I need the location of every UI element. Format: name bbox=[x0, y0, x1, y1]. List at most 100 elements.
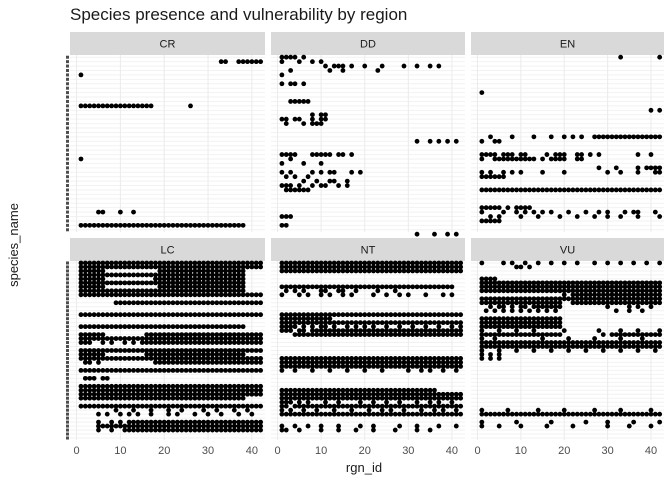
data-point bbox=[192, 360, 198, 365]
data-point bbox=[144, 324, 150, 330]
data-point bbox=[349, 403, 355, 409]
data-point bbox=[153, 360, 158, 365]
y-tick-mark bbox=[66, 104, 69, 108]
data-point bbox=[397, 324, 403, 330]
data-point bbox=[318, 116, 324, 122]
data-point bbox=[344, 264, 350, 270]
data-point bbox=[357, 332, 363, 337]
data-point bbox=[540, 296, 545, 302]
data-point bbox=[249, 427, 255, 433]
data-point bbox=[652, 288, 658, 294]
data-point bbox=[166, 411, 172, 417]
data-point bbox=[453, 138, 459, 144]
data-point bbox=[375, 260, 381, 266]
data-point bbox=[192, 300, 198, 306]
data-point bbox=[91, 288, 97, 294]
y-tick-mark bbox=[66, 215, 69, 219]
data-point bbox=[179, 300, 185, 306]
data-point bbox=[170, 367, 176, 373]
data-point bbox=[236, 336, 242, 341]
y-tick-mark bbox=[66, 317, 69, 321]
y-tick-mark bbox=[66, 161, 69, 165]
data-point bbox=[405, 292, 411, 298]
data-point bbox=[231, 356, 237, 361]
data-point bbox=[314, 152, 320, 157]
data-point bbox=[288, 324, 294, 330]
data-point bbox=[82, 356, 88, 361]
data-point bbox=[183, 395, 189, 401]
data-point bbox=[639, 411, 645, 417]
data-point bbox=[192, 427, 198, 433]
data-point bbox=[600, 411, 606, 417]
data-point bbox=[279, 284, 285, 290]
data-point bbox=[192, 324, 198, 330]
data-point bbox=[458, 268, 464, 274]
data-point bbox=[323, 403, 328, 409]
data-point bbox=[596, 165, 602, 171]
data-point bbox=[131, 367, 136, 373]
data-point bbox=[631, 260, 637, 266]
data-point bbox=[279, 324, 285, 330]
y-tick-marks-cr bbox=[66, 55, 69, 232]
h-gridlines-cr bbox=[70, 56, 265, 231]
data-point bbox=[388, 391, 394, 397]
data-point bbox=[144, 352, 150, 357]
data-point bbox=[605, 296, 611, 302]
data-point bbox=[96, 332, 101, 337]
data-point bbox=[414, 391, 420, 397]
data-point bbox=[618, 284, 624, 290]
data-point bbox=[561, 134, 567, 140]
data-point bbox=[113, 407, 119, 413]
y-tick-mark bbox=[66, 428, 69, 432]
data-point bbox=[561, 156, 567, 162]
data-point bbox=[253, 348, 259, 353]
data-point bbox=[453, 403, 459, 409]
data-point bbox=[210, 276, 215, 282]
facet-strip-nt bbox=[271, 238, 465, 261]
data-point bbox=[144, 423, 150, 429]
data-point bbox=[522, 320, 528, 326]
data-point bbox=[344, 268, 350, 274]
data-point bbox=[144, 260, 150, 266]
data-point bbox=[605, 209, 611, 215]
data-point bbox=[657, 411, 663, 417]
data-point bbox=[174, 288, 180, 294]
data-point bbox=[535, 332, 541, 337]
data-point bbox=[618, 340, 624, 345]
data-point bbox=[109, 391, 115, 397]
data-point bbox=[561, 152, 567, 157]
data-point bbox=[231, 300, 237, 306]
data-point bbox=[87, 312, 93, 318]
data-point bbox=[583, 348, 589, 353]
data-point bbox=[249, 387, 255, 393]
data-point bbox=[336, 312, 341, 318]
data-point bbox=[371, 360, 376, 365]
data-point bbox=[231, 403, 237, 409]
data-point bbox=[240, 395, 246, 401]
data-point bbox=[496, 205, 502, 211]
data-point bbox=[292, 364, 298, 369]
y-tick-mark bbox=[66, 352, 69, 356]
data-point bbox=[139, 272, 145, 278]
data-point bbox=[445, 356, 450, 361]
data-point bbox=[245, 403, 250, 409]
data-point bbox=[631, 292, 637, 298]
data-point bbox=[126, 395, 132, 401]
data-point bbox=[305, 395, 311, 401]
data-point bbox=[449, 324, 455, 330]
y-tick-mark bbox=[66, 184, 69, 188]
data-point bbox=[600, 300, 606, 306]
data-point bbox=[501, 288, 506, 294]
data-point bbox=[496, 340, 502, 345]
data-point bbox=[379, 360, 385, 365]
data-point bbox=[210, 288, 215, 294]
data-point bbox=[349, 320, 355, 326]
data-point bbox=[548, 288, 554, 294]
data-point bbox=[509, 134, 515, 140]
data-point bbox=[336, 427, 341, 433]
data-point bbox=[540, 209, 545, 215]
data-point bbox=[371, 427, 376, 433]
data-point bbox=[126, 403, 132, 409]
data-point bbox=[531, 304, 537, 310]
data-point bbox=[479, 300, 485, 306]
